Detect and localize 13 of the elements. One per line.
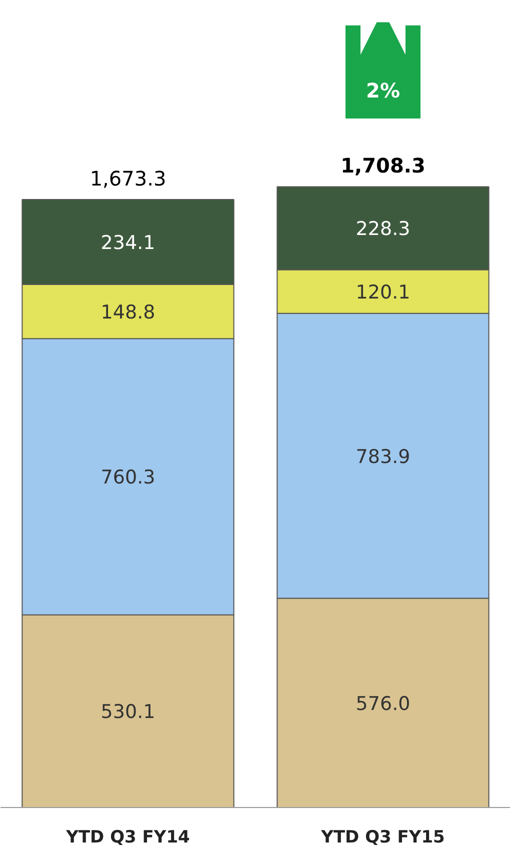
data-label: 783.9 — [356, 446, 410, 468]
text: 2% — [366, 78, 400, 103]
total-label: 1,673.3 — [90, 166, 166, 190]
data-label: 530.1 — [100, 701, 156, 724]
x-tick-label: YTD Q3 FY15 — [320, 828, 445, 848]
data-label: 228.3 — [356, 218, 410, 240]
x-tick-label: YTD Q3 FY14 — [65, 828, 190, 848]
total-label: 1,708.3 — [340, 154, 426, 178]
data-label: 234.1 — [100, 232, 156, 254]
data-label: 576.0 — [356, 692, 410, 715]
data-label: 760.3 — [100, 466, 156, 489]
data-label: 148.8 — [100, 302, 156, 324]
data-label: 120.1 — [356, 282, 410, 304]
